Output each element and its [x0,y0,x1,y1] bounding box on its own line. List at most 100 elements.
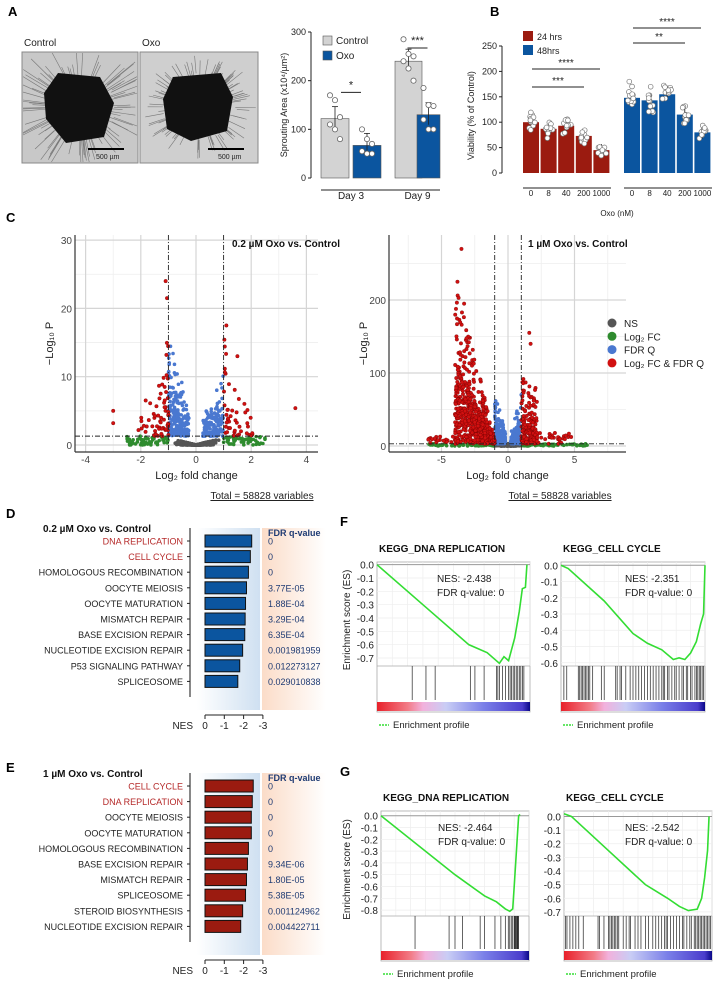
y-tick-label: 200 [291,76,306,86]
x-axis-label: Oxo (nM) [600,209,634,218]
pathway-label: DNA REPLICATION [103,797,183,807]
point-log2fc [241,443,246,447]
point-log2fc [225,439,230,444]
point-fdrq [179,392,184,397]
fdr-value: 1.80E-05 [268,875,305,885]
point-log2fc-fdrq [461,372,466,377]
data-point [543,124,550,131]
sprout [22,119,47,133]
y-axis-label: −Log₁₀ P [44,322,56,365]
point-log2fc [258,435,262,440]
point-log2fc-fdrq [458,357,463,362]
ranked-list-color-bar [561,702,705,711]
point-fdrq [185,432,190,437]
point-log2fc [444,443,449,448]
point-fdrq [218,422,223,427]
nes-bar [204,888,247,902]
legend-label: Log₂ FC & FDR Q [624,359,704,370]
point-fdrq [204,426,208,431]
point-log2fc-fdrq [524,436,529,441]
point-fdrq [173,394,178,398]
point-log2fc-fdrq [484,405,489,410]
point-log2fc [552,442,556,447]
significance-mark: **** [659,17,675,28]
point-log2fc-fdrq [223,424,228,429]
point-log2fc-fdrq [471,371,476,376]
point-fdrq [179,430,183,435]
point-log2fc-fdrq [483,435,488,440]
data-point [331,126,338,133]
point-log2fc [254,434,258,439]
point-log2fc-fdrq [459,246,464,251]
point-fdrq [217,400,222,404]
y-tick-label: -0.3 [361,847,379,858]
nes-annotation: NES: -2.464 [438,823,493,834]
nes-bar [204,674,239,688]
point-log2fc-fdrq [472,357,477,362]
point-log2fc-fdrq [164,352,169,357]
point-fdrq [203,423,208,428]
data-point [425,102,432,109]
y-tick-label: 100 [291,124,306,134]
point-fdrq [497,437,501,441]
point-log2fc-fdrq [552,431,557,435]
point-log2fc-fdrq [456,406,461,411]
x-tick-label: 8 [647,189,652,198]
data-point [544,135,551,141]
point-fdrq [207,421,212,426]
y-tick-label: -0.6 [357,641,375,652]
sprout [111,76,138,91]
data-point [629,83,635,90]
point-fdrq [168,391,172,395]
nes-bar [204,534,253,548]
point-log2fc-fdrq [465,387,470,392]
y-tick-label: -0.2 [357,587,375,598]
point-fdrq [511,439,516,443]
point-log2fc-fdrq [239,429,243,434]
y-tick-label: 0 [66,441,72,452]
point-log2fc-fdrq [461,315,466,320]
point-log2fc-fdrq [473,428,478,433]
point-log2fc [144,437,149,441]
pathway-label: MISMATCH REPAIR [100,615,183,625]
data-point [647,83,654,90]
point-log2fc-fdrq [228,414,233,419]
point-fdrq [184,403,189,408]
pathway-label: OOCYTE MEIOSIS [105,813,183,823]
point-log2fc-fdrq [153,414,157,418]
nes-bar [204,810,252,824]
point-fdrq [219,381,223,386]
point-log2fc-fdrq [436,438,440,443]
point-log2fc-fdrq [231,433,236,438]
fdr-value: 0.029010838 [268,677,321,687]
ranked-list-color-bar [377,702,530,711]
data-point [400,36,407,43]
sprout [215,135,225,151]
point-fdrq [516,430,520,435]
point-log2fc-fdrq [533,387,537,392]
sprout [105,75,121,88]
point-log2fc [564,442,569,447]
point-log2fc-fdrq [111,408,116,413]
sprout [113,117,138,127]
point-fdrq [177,426,182,430]
data-point [598,152,604,159]
fdr-value: 0 [268,797,273,807]
sprout [107,92,138,101]
point-fdrq [503,430,507,434]
nes-annotation: NES: -2.351 [625,574,680,585]
point-log2fc-fdrq [155,424,159,429]
data-point [527,127,534,133]
data-point [662,84,668,90]
point-log2fc-fdrq [464,434,469,439]
y-tick-label: -0.1 [544,826,562,837]
data-point [405,65,412,72]
point-log2fc-fdrq [461,427,466,432]
point-fdrq [172,362,177,367]
point-log2fc-fdrq [462,301,467,306]
data-point [405,50,412,57]
point-log2fc-fdrq [463,355,468,360]
x-tick-label: 5 [572,455,578,466]
x-axis-label: Log₂ fold change [466,470,549,482]
point-log2fc-fdrq [228,426,232,431]
